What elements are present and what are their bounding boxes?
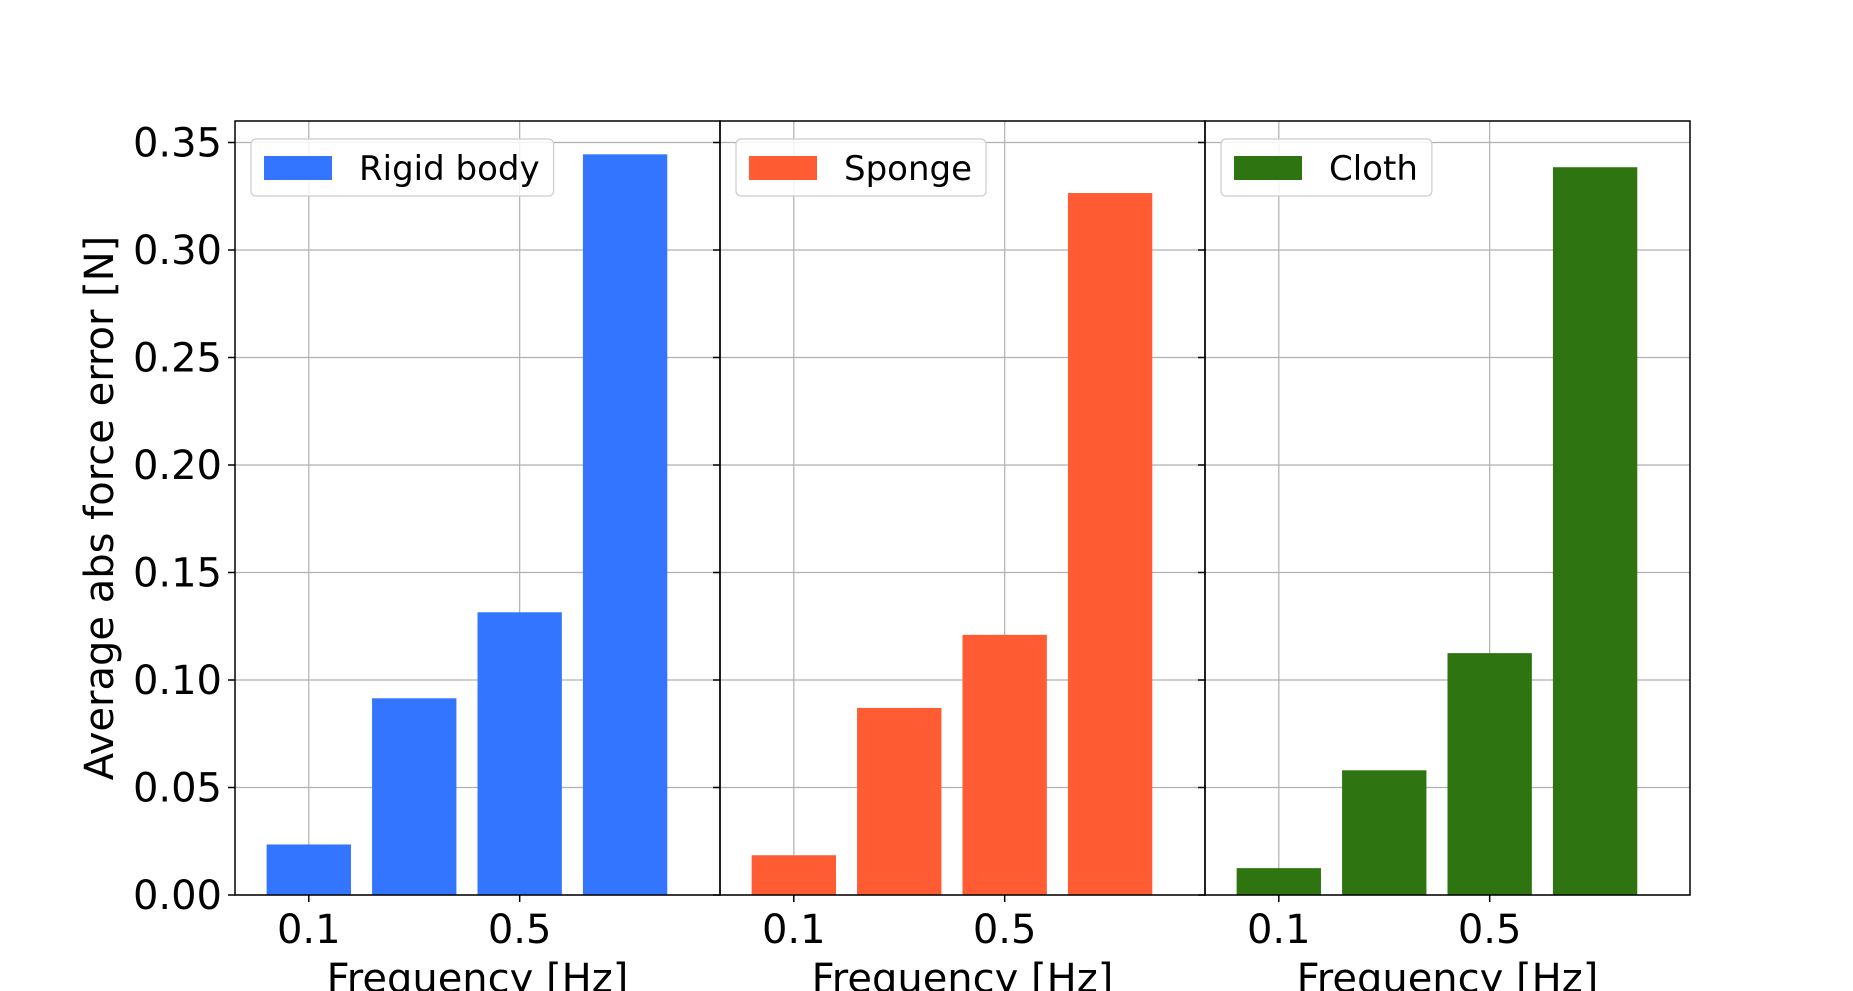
bar-cloth-1	[1342, 770, 1427, 895]
x-axis-title: Frequency [Hz]	[812, 956, 1114, 991]
bar-rigid-body-1	[372, 698, 457, 895]
y-axis-title: Average abs force error [N]	[77, 236, 123, 781]
y-tick-label: 0.25	[133, 336, 222, 382]
legend-swatch	[264, 156, 332, 180]
y-tick-label: 0.10	[133, 658, 222, 704]
x-tick-label: 0.1	[1247, 907, 1311, 953]
bar-sponge-1	[857, 707, 942, 895]
y-tick-label: 0.20	[133, 443, 222, 489]
x-tick-label: 0.5	[488, 907, 552, 953]
x-axis-title: Frequency [Hz]	[327, 956, 629, 991]
legend-swatch	[1234, 156, 1302, 180]
bar-rigid-body-3	[582, 154, 668, 895]
bar-sponge-3	[1067, 193, 1153, 895]
bar-cloth-3	[1552, 167, 1638, 896]
bars-layer	[266, 154, 1638, 896]
x-tick-label: 0.1	[762, 907, 826, 953]
legend-label: Cloth	[1329, 149, 1418, 189]
y-tick-label: 0.15	[133, 551, 222, 597]
bar-cloth-2	[1447, 653, 1532, 895]
y-tick-label: 0.00	[133, 873, 222, 919]
legend-label: Rigid body	[359, 149, 540, 189]
frame-layer	[234, 120, 1691, 896]
y-tick-label: 0.35	[133, 121, 222, 167]
legend-box	[1220, 138, 1433, 197]
legend-swatch	[749, 156, 817, 180]
x-tick-label: 0.5	[1458, 907, 1522, 953]
bar-sponge-0	[751, 855, 836, 895]
panel-frame	[1204, 120, 1691, 896]
x-axis-title: Frequency [Hz]	[1297, 956, 1599, 991]
y-tick-label: 0.05	[133, 766, 222, 812]
x-tick-label: 0.1	[277, 907, 341, 953]
legend-label: Sponge	[844, 149, 972, 189]
bar-sponge-2	[962, 634, 1047, 895]
x-tick-label: 0.5	[973, 907, 1037, 953]
bar-rigid-body-2	[477, 612, 562, 895]
legend-box	[250, 138, 555, 197]
legend-layer: Rigid body Sponge Cloth	[250, 138, 1433, 197]
bar-rigid-body-0	[266, 844, 351, 895]
legend-box	[735, 138, 987, 197]
bar-cloth-0	[1236, 868, 1321, 895]
y-tick-label: 0.30	[133, 228, 222, 274]
